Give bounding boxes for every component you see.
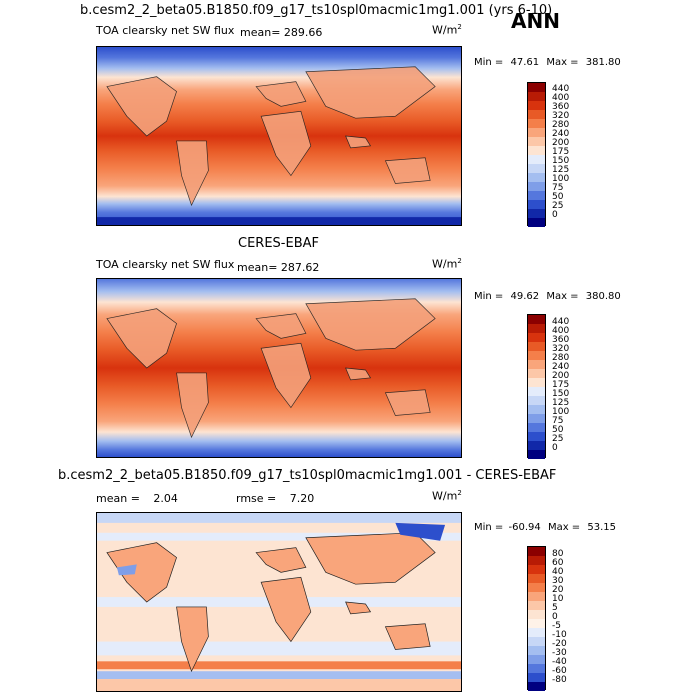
panel1-level: 25: [552, 201, 564, 211]
panel1-level: 200: [552, 138, 570, 148]
panel1-level: 125: [552, 165, 570, 175]
panel3-level: 20: [552, 585, 564, 595]
panel2-title: CERES-EBAF: [238, 236, 319, 251]
panel3-mean: mean = 2.04: [96, 492, 178, 505]
panel3-level: 80: [552, 549, 564, 559]
panel3-level: -10: [552, 630, 567, 640]
panel3-level: -60: [552, 666, 567, 676]
panel3-minmax: Min = -60.94 Max = 53.15: [474, 522, 616, 533]
panel2-level: 150: [552, 389, 570, 399]
panel3-level: 40: [552, 567, 564, 577]
panel1-level: 280: [552, 120, 570, 130]
panel2-level: 400: [552, 326, 570, 336]
panel1-units: W/m2: [432, 23, 462, 37]
panel3-map: [96, 512, 462, 692]
panel3-level: 30: [552, 576, 564, 586]
panel1-map: [96, 46, 462, 226]
panel2-min-value: 49.62: [510, 291, 540, 302]
panel3-level: 5: [552, 603, 558, 613]
panel2-variable: TOA clearsky net SW flux: [96, 258, 235, 271]
panel3-level: 10: [552, 594, 564, 604]
panel3-level: 60: [552, 558, 564, 568]
panel3-colorbar: [527, 546, 546, 691]
panel3-level: -20: [552, 639, 567, 649]
panel3-level: -5: [552, 621, 561, 631]
panel1-level: 50: [552, 192, 564, 202]
panel2-max-value: 380.80: [585, 291, 621, 302]
panel2-level: 200: [552, 371, 570, 381]
panel3-coastlines: [106, 532, 436, 673]
panel3-level: 0: [552, 612, 558, 622]
panel1-mean: mean= 289.66: [240, 26, 322, 39]
panel2-level: 125: [552, 398, 570, 408]
panel2-level: 280: [552, 353, 570, 363]
panel3-min-value: -60.94: [508, 522, 541, 533]
panel1-variable: TOA clearsky net SW flux: [96, 24, 235, 37]
panel3-max-value: 53.15: [587, 522, 616, 533]
panel2-map: [96, 278, 462, 458]
panel2-level: 50: [552, 425, 564, 435]
panel1-level: 175: [552, 147, 570, 157]
panel1-level: 360: [552, 102, 570, 112]
panel2-colorbar: [527, 314, 546, 459]
panel2-units: W/m2: [432, 257, 462, 271]
panel3-rmse-value: 7.20: [289, 492, 315, 505]
panel2-level: 360: [552, 335, 570, 345]
panel1-mean-value: 289.66: [283, 26, 323, 39]
panel2-level: 75: [552, 416, 564, 426]
season-label: ANN: [511, 9, 560, 33]
panel3-level: -30: [552, 648, 567, 658]
panel1-level: 400: [552, 93, 570, 103]
panel1-colorbar: [527, 82, 546, 227]
panel2-level: 0: [552, 443, 558, 453]
panel3-units: W/m2: [432, 489, 462, 503]
panel1-coastlines: [106, 66, 436, 207]
panel3-mean-value: 2.04: [153, 492, 178, 505]
panel2-mean: mean= 287.62: [237, 261, 320, 274]
panel1-mean-label: mean=: [240, 26, 281, 39]
panel1-level: 240: [552, 129, 570, 139]
panel1-title: b.cesm2_2_beta05.B1850.f09_g17_ts10spl0m…: [80, 3, 553, 18]
panel1-level: 440: [552, 84, 570, 94]
panel2-level: 320: [552, 344, 570, 354]
panel1-max-value: 381.80: [585, 57, 621, 68]
panel1-level: 0: [552, 210, 558, 220]
panel2-mean-value: 287.62: [280, 261, 320, 274]
panel3-level: -80: [552, 675, 567, 685]
panel2-level: 100: [552, 407, 570, 417]
panel1-level: 75: [552, 183, 564, 193]
panel2-coastlines: [106, 298, 436, 439]
panel3-rmse: rmse = 7.20: [236, 492, 315, 505]
panel3-title: b.cesm2_2_beta05.B1850.f09_g17_ts10spl0m…: [58, 468, 557, 483]
panel1-level: 150: [552, 156, 570, 166]
panel2-level: 440: [552, 317, 570, 327]
panel2-minmax: Min = 49.62 Max = 380.80: [474, 291, 621, 302]
panel1-min-value: 47.61: [510, 57, 540, 68]
panel1-minmax: Min = 47.61 Max = 381.80: [474, 57, 621, 68]
panel2-level: 25: [552, 434, 564, 444]
panel2-level: 175: [552, 380, 570, 390]
panel1-level: 320: [552, 111, 570, 121]
panel2-level: 240: [552, 362, 570, 372]
panel1-level: 100: [552, 174, 570, 184]
panel3-level: -40: [552, 657, 567, 667]
